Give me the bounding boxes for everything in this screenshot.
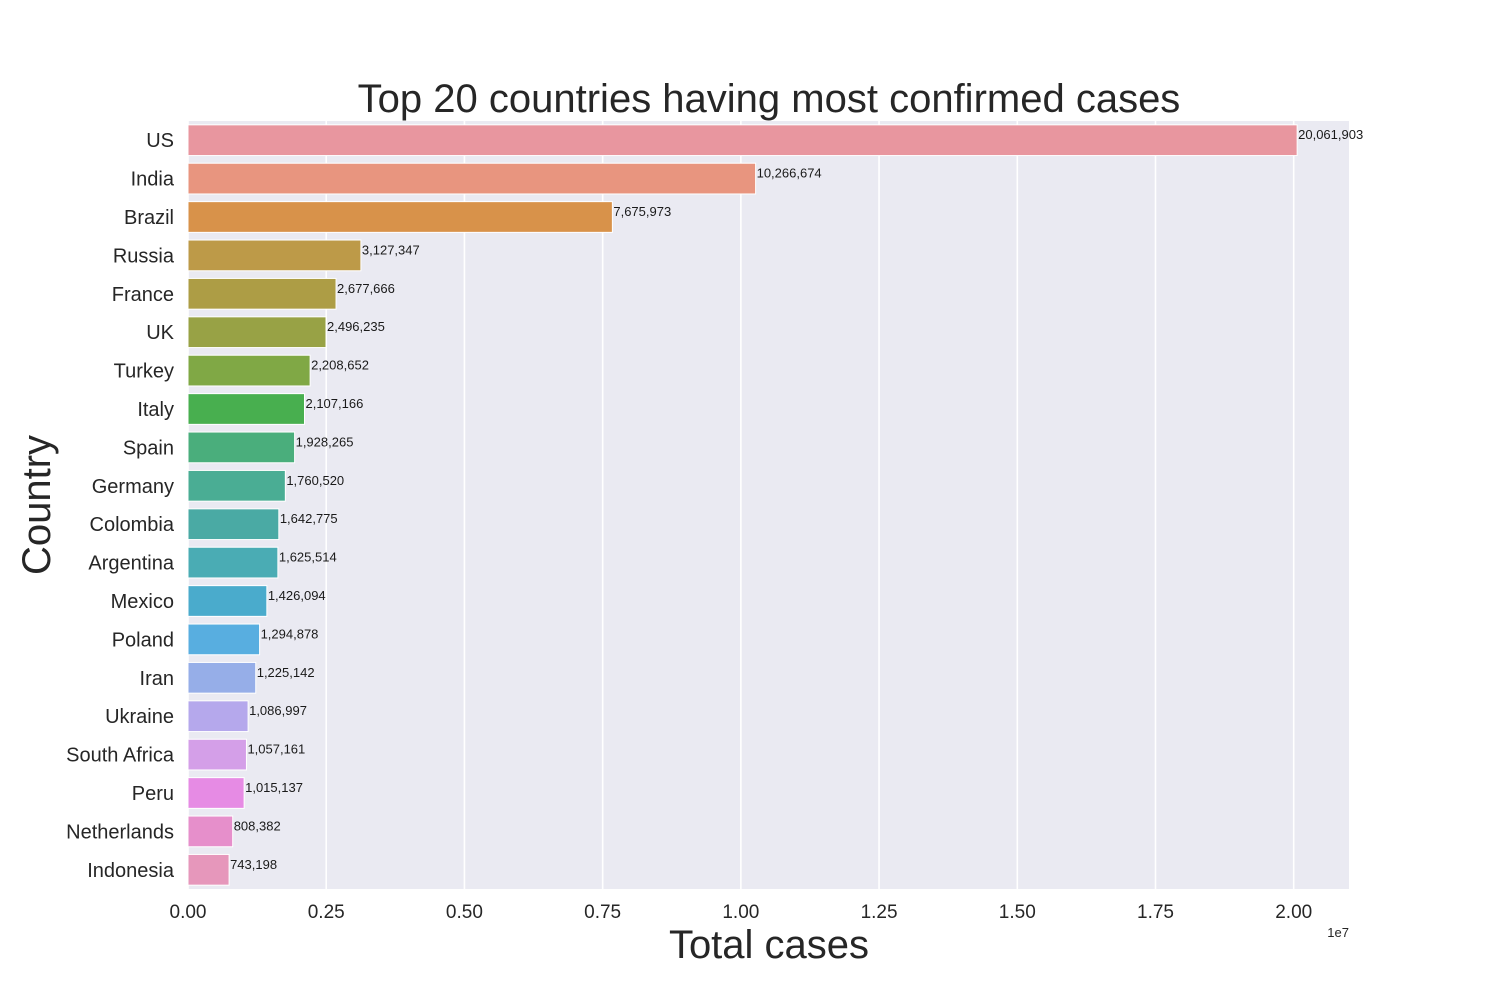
x-tick-label: 0.00 [170,902,207,923]
bar-value-label: 808,382 [234,818,281,833]
bar-value-label: 10,266,674 [757,166,822,181]
x-tick-label: 0.50 [446,902,483,923]
y-tick-label: Spain [123,437,174,459]
x-tick-label: 1.75 [1137,902,1174,923]
bar-value-label: 1,426,094 [268,588,326,603]
y-tick-label: Italy [137,399,174,421]
bar [187,508,280,541]
bar [187,431,296,464]
y-tick-label: Colombia [90,514,175,536]
plot-background [188,121,1349,889]
y-tick-label: Ukraine [105,706,174,728]
bar-value-label: 2,208,652 [311,358,369,373]
bar-value-label: 1,225,142 [257,665,315,680]
value-labels: 20,061,903 10,266,674 7,675,973 3,127,347 2,… [230,127,1363,872]
bar [187,661,257,694]
y-tick-label: Mexico [111,591,174,613]
bar [187,853,230,886]
y-tick-label: UK [146,322,174,344]
bar-value-label: 7,675,973 [613,204,671,219]
bar-value-label: 1,057,161 [247,742,305,757]
bar-value-label: 743,198 [230,857,277,872]
y-tick-label: Germany [92,476,174,498]
y-tick-label: Argentina [88,553,174,575]
y-tick-label: India [131,169,175,191]
bar [187,700,249,733]
x-tick-label: 0.75 [584,902,621,923]
y-tick-label: Russia [113,245,175,267]
y-tick-label: France [112,284,174,306]
bar-value-label: 2,496,235 [327,319,385,334]
bar-value-label: 1,928,265 [296,434,354,449]
y-tick-label: Poland [112,629,174,651]
bar-value-label: 1,642,775 [280,511,338,526]
bar [187,354,311,387]
y-tick-labels: US India Brazil Russia France UK Turkey Italy Sp… [66,130,175,882]
y-axis-label: Country [15,435,59,575]
bar-value-label: 20,061,903 [1298,127,1363,142]
x-axis-offset-label: 1e7 [1327,925,1349,940]
x-tick-label: 0.25 [308,902,345,923]
x-tick-label: 1.00 [722,902,759,923]
bar [187,277,337,310]
x-tick-label: 1.25 [861,902,898,923]
bar [187,546,279,579]
x-tick-label: 1.50 [999,902,1036,923]
y-tick-label: Brazil [124,207,174,229]
bar [187,815,234,848]
bar [187,162,757,195]
x-tick-labels: 0.00 0.25 0.50 0.75 1.00 1.25 1.50 1.75 2.00 [170,902,1313,923]
bar-value-label: 2,107,166 [305,396,363,411]
bar-value-label: 1,760,520 [286,473,344,488]
bar [187,623,261,656]
bar [187,316,327,349]
bar [187,585,268,617]
x-tick-label: 2.00 [1275,902,1312,923]
y-tick-label: Indonesia [87,860,175,882]
bar-value-label: 2,677,666 [337,281,395,296]
x-axis-label: Total cases [669,923,869,967]
bar-value-label: 1,625,514 [279,550,337,565]
bar [187,201,613,233]
bar-value-label: 3,127,347 [362,242,420,257]
chart-title: Top 20 countries having most confirmed c… [358,77,1181,121]
bar [187,393,305,425]
y-tick-label: US [146,130,174,152]
y-tick-label: South Africa [66,745,175,767]
y-tick-label: Iran [140,668,174,690]
y-tick-label: Netherlands [66,821,174,843]
bar [187,124,1298,157]
bar [187,469,286,502]
bar-value-label: 1,294,878 [261,626,319,641]
bar-value-label: 1,086,997 [249,703,307,718]
bars [187,124,1298,886]
bar-value-label: 1,015,137 [245,780,303,795]
bar [187,777,245,809]
bar [187,239,362,272]
bar [187,738,247,771]
y-tick-label: Turkey [114,361,174,383]
y-tick-label: Peru [132,783,174,805]
